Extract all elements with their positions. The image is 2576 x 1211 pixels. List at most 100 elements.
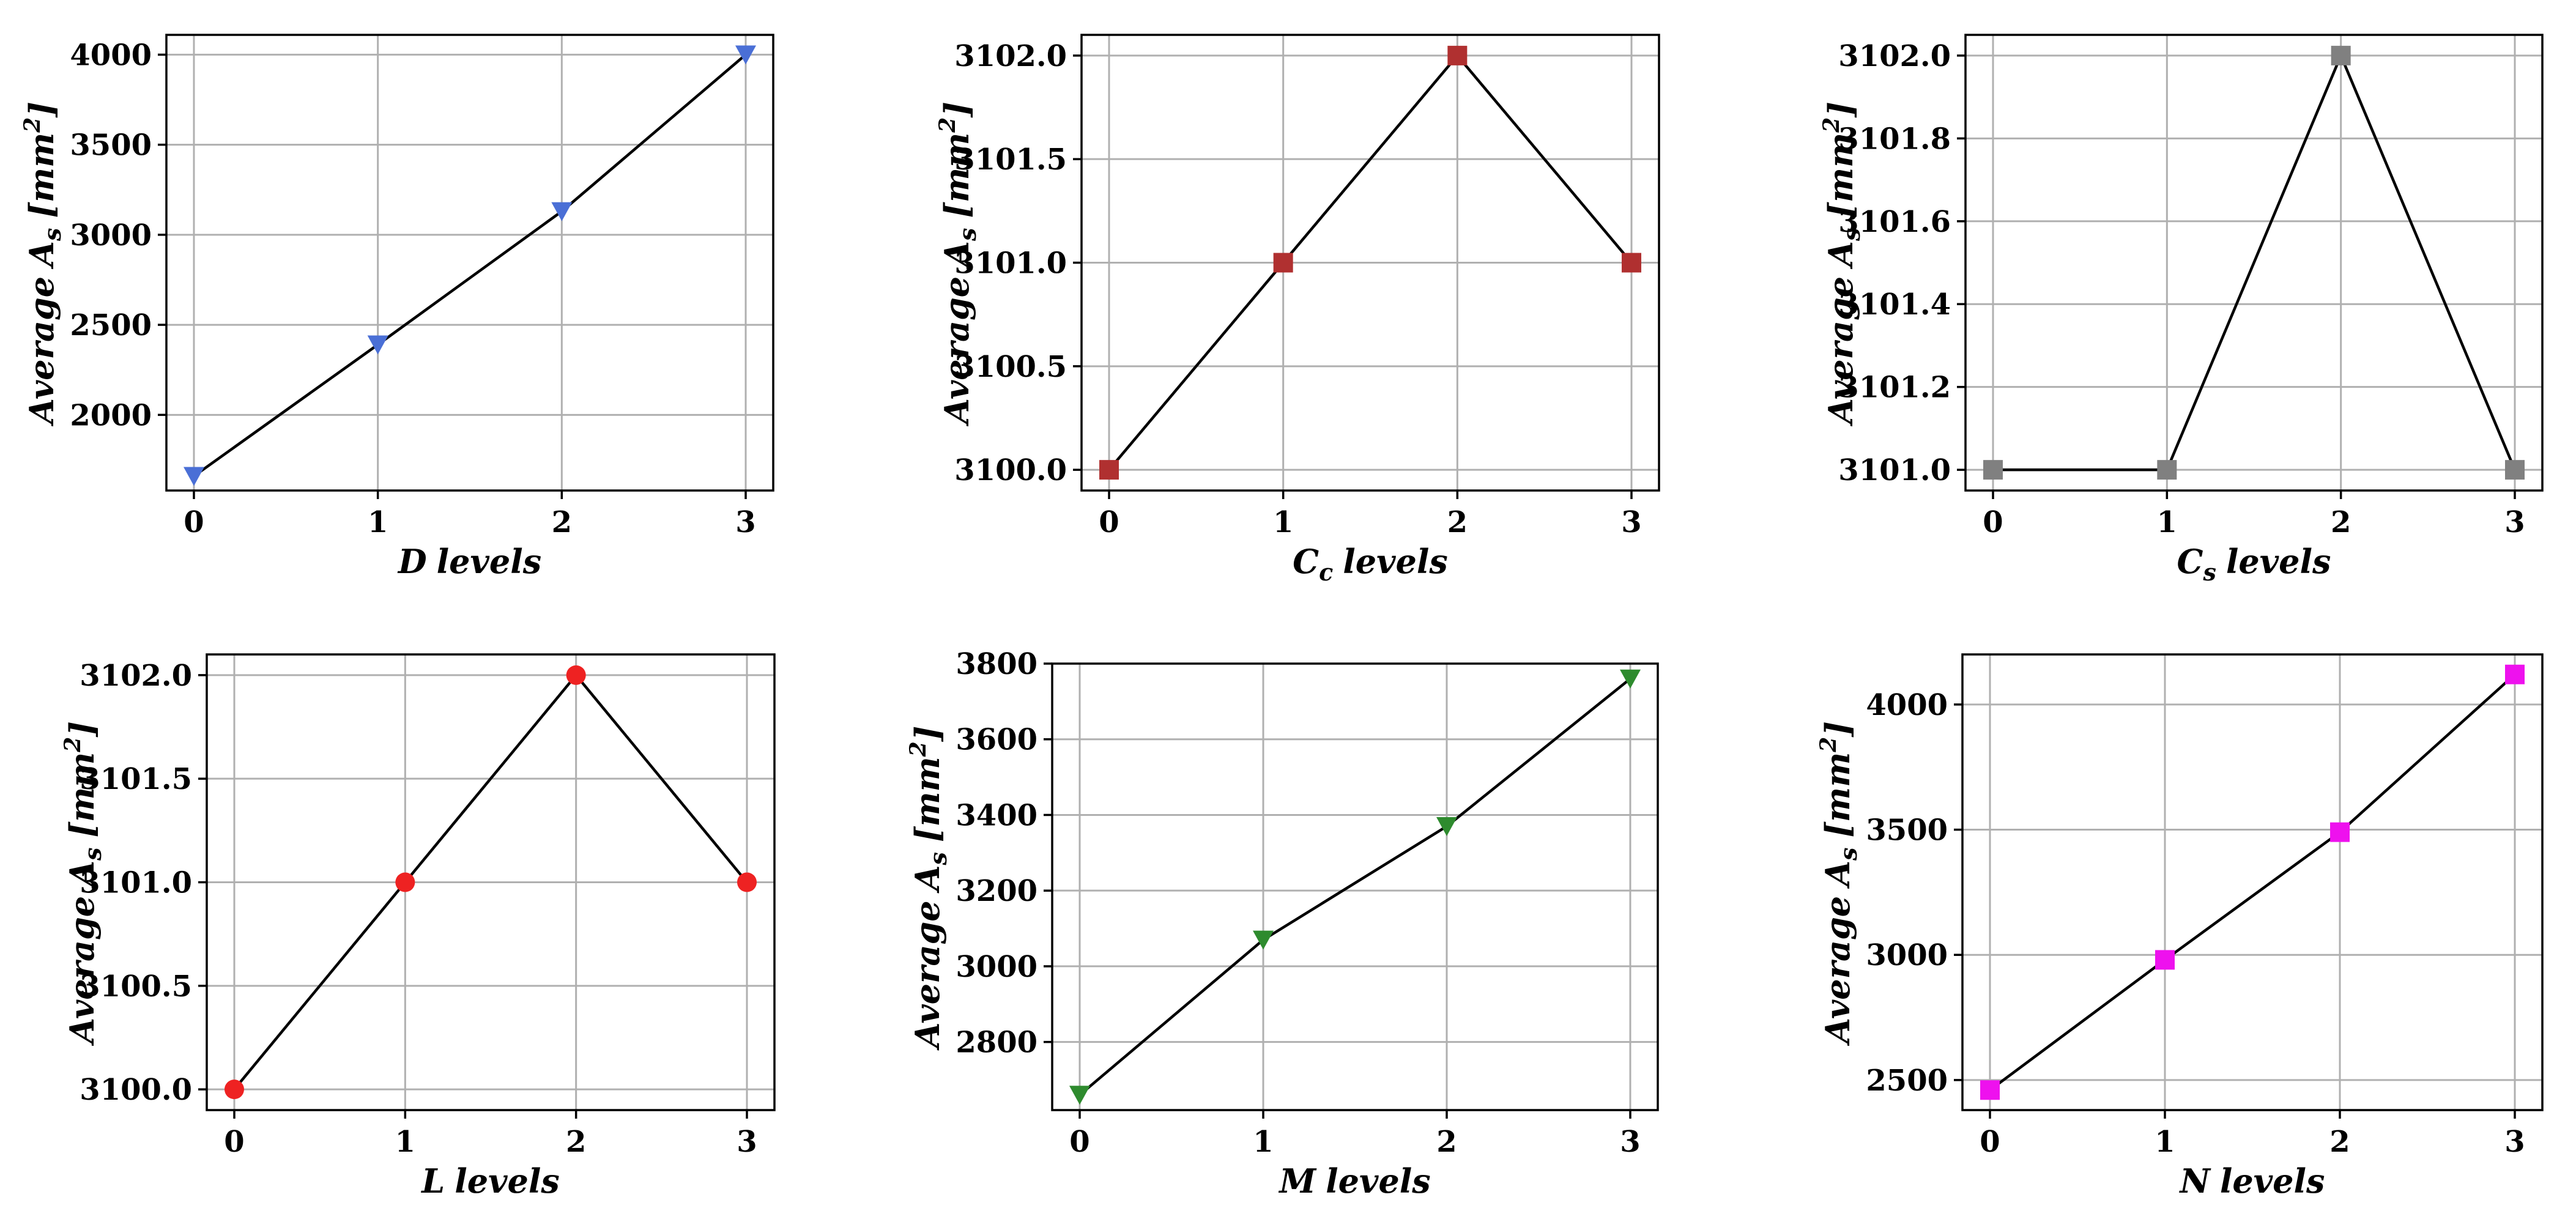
y-tick-label: 3100.5 <box>954 350 1067 384</box>
data-point <box>1436 817 1457 837</box>
chart-panel-6: 0 1 2 3 2500 3000 3500 4000 N levels AverageAs[mm2… <box>1816 653 2544 1201</box>
y-tick-label: 3101.0 <box>1838 453 1951 487</box>
y-tick-label: 3102.0 <box>1838 39 1951 73</box>
plot-frame <box>1051 662 1659 1111</box>
y-tick-label: 3100.5 <box>80 969 192 1004</box>
x-axis-label: Cs levels <box>2177 542 2331 586</box>
y-tick-label: 3101.6 <box>1838 205 1951 239</box>
x-tick-label: 3 <box>2504 505 2525 539</box>
y-tick-label: 2500 <box>1866 1064 1948 1098</box>
data-point <box>2505 460 2525 480</box>
x-tick-label: 2 <box>566 1125 586 1159</box>
series-line <box>233 673 748 1091</box>
data-point <box>737 872 757 892</box>
y-tick-label: 4000 <box>70 38 152 72</box>
y-tick-label: 3400 <box>956 798 1037 832</box>
data-point <box>1069 1086 1090 1105</box>
data-point <box>1980 1080 2000 1100</box>
y-tick-label: 3101.0 <box>80 866 192 900</box>
y-tick-label: 3800 <box>956 647 1037 681</box>
data-point <box>395 872 415 892</box>
x-tick-label: 1 <box>2157 505 2177 539</box>
x-tick-label: 3 <box>735 505 755 539</box>
data-point <box>2157 460 2177 480</box>
y-tick-label: 2000 <box>70 398 152 432</box>
y-axis-label: AverageAs[mm2] <box>1816 721 1862 1046</box>
y-tick-label: 2500 <box>70 308 152 343</box>
y-tick-label: 3000 <box>1866 938 1948 972</box>
data-point <box>1620 669 1641 689</box>
plot-frame <box>1961 653 2544 1111</box>
y-tick-label: 2800 <box>956 1026 1037 1060</box>
x-tick-label: 0 <box>184 505 204 539</box>
chart-panel-3: 0 1 2 3 3101.0 3101.2 3101.4 3101.6 3101.8 3102.0… <box>1819 34 2544 586</box>
y-axis-label: AverageAs[mm2] <box>1819 102 1865 427</box>
y-tick-label: 3101.4 <box>1838 287 1951 322</box>
data-point <box>1622 253 1641 273</box>
data-point <box>225 1080 244 1100</box>
x-tick-label: 1 <box>1253 1125 1273 1159</box>
data-point <box>1273 253 1293 273</box>
y-axis-label: AverageAs[mm2] <box>20 102 66 427</box>
series-line <box>1989 673 2516 1092</box>
x-tick-label: 3 <box>1620 1125 1640 1159</box>
x-tick-label: 3 <box>1621 505 1641 539</box>
y-tick-label: 4000 <box>1866 688 1948 722</box>
x-tick-label: 3 <box>737 1125 757 1159</box>
y-axis-label: AverageAs[mm2] <box>905 726 952 1051</box>
data-point <box>1983 460 2003 480</box>
x-tick-label: 2 <box>1436 1125 1457 1159</box>
x-tick-label: 2 <box>552 505 572 539</box>
plot-frame <box>165 34 774 492</box>
chart-panel-2: 0 1 2 3 3100.0 3100.5 3101.0 3101.5 3102.0 Cc leve… <box>935 34 1660 586</box>
x-tick-label: 0 <box>224 1125 244 1159</box>
x-tick-label: 0 <box>1983 505 2003 539</box>
plot-frame <box>1964 34 2544 492</box>
data-point <box>367 335 388 355</box>
y-tick-label: 3100.0 <box>80 1073 192 1107</box>
data-point <box>2155 950 2175 970</box>
x-axis-label: Cc levels <box>1293 542 1448 586</box>
data-point <box>1447 45 1468 65</box>
x-tick-label: 2 <box>2331 505 2351 539</box>
x-tick-label: 2 <box>1447 505 1468 539</box>
chart-panel-4: 0 1 2 3 3100.0 3100.5 3101.0 3101.5 3102.0 L level… <box>60 653 776 1201</box>
y-tick-label: 3500 <box>70 128 152 163</box>
y-tick-label: 3101.5 <box>80 762 192 796</box>
y-tick-label: 3500 <box>1866 813 1948 848</box>
y-axis-label: AverageAs[mm2] <box>60 721 106 1046</box>
data-point <box>2330 822 2350 842</box>
y-tick-label: 3100.0 <box>954 453 1067 487</box>
x-tick-label: 0 <box>1069 1125 1089 1159</box>
y-tick-label: 3000 <box>70 218 152 253</box>
data-point <box>551 202 573 221</box>
y-tick-label: 3200 <box>956 874 1037 908</box>
x-tick-label: 0 <box>1980 1125 2000 1159</box>
series-line <box>1993 52 2517 472</box>
data-point <box>2331 45 2351 65</box>
y-tick-label: 3101.0 <box>954 246 1067 281</box>
x-tick-label: 3 <box>2504 1125 2525 1159</box>
x-tick-label: 2 <box>2329 1125 2350 1159</box>
chart-panel-1: 0 1 2 3 2000 2500 3000 3500 4000 D levels AverageAs… <box>20 34 774 581</box>
data-point <box>184 467 204 486</box>
data-point <box>2505 664 2525 684</box>
y-axis-label: AverageAs[mm2] <box>935 102 981 427</box>
data-point <box>1099 460 1119 480</box>
x-tick-label: 0 <box>1099 505 1119 539</box>
data-point <box>1253 930 1274 950</box>
y-tick-label: 3101.8 <box>1838 122 1951 156</box>
y-tick-label: 3101.5 <box>954 143 1067 177</box>
chart-panel-5: 0 1 2 3 2800 3000 3200 3400 3600 3800 M levels Avera… <box>905 647 1659 1201</box>
y-tick-label: 3000 <box>956 950 1037 984</box>
x-tick-label: 1 <box>395 1125 415 1159</box>
series-line <box>193 53 747 478</box>
data-point <box>566 665 586 685</box>
y-tick-label: 3101.2 <box>1838 371 1951 405</box>
series-line <box>1108 53 1633 471</box>
